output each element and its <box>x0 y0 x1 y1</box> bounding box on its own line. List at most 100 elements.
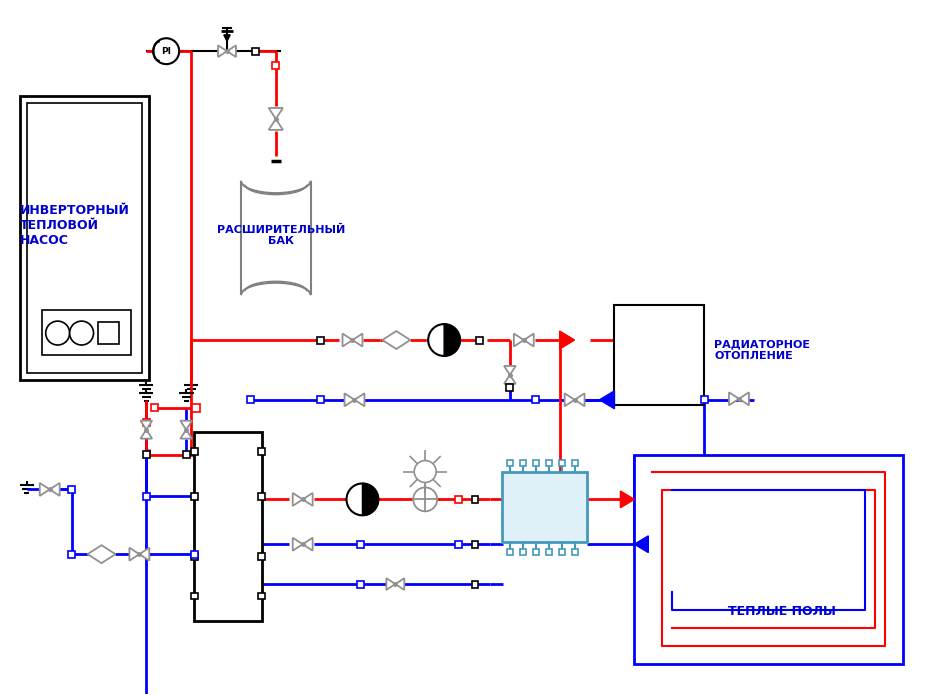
Polygon shape <box>141 420 152 430</box>
Bar <box>317 336 324 343</box>
Bar <box>700 396 708 403</box>
Polygon shape <box>218 45 227 57</box>
Bar <box>357 541 364 548</box>
Bar <box>142 419 150 426</box>
Bar <box>258 493 265 500</box>
Bar <box>273 62 279 69</box>
Polygon shape <box>523 334 534 347</box>
Polygon shape <box>345 393 354 407</box>
Text: ТЕПЛЫЕ ПОЛЫ: ТЕПЛЫЕ ПОЛЫ <box>729 605 836 618</box>
Polygon shape <box>387 578 395 590</box>
Polygon shape <box>504 366 516 375</box>
Bar <box>191 553 198 559</box>
Circle shape <box>153 38 180 64</box>
Polygon shape <box>514 334 523 347</box>
Text: PI: PI <box>162 47 171 56</box>
Bar <box>258 448 265 455</box>
Bar <box>20 96 149 380</box>
Polygon shape <box>293 493 303 506</box>
Text: РАДИАТОРНОЕ
ОТОПЛЕНИЕ: РАДИАТОРНОЕ ОТОПЛЕНИЕ <box>714 339 810 361</box>
Circle shape <box>69 321 93 345</box>
Bar <box>317 396 324 403</box>
Polygon shape <box>87 545 116 563</box>
Polygon shape <box>635 536 648 553</box>
Polygon shape <box>224 35 230 41</box>
Bar <box>506 384 513 391</box>
Bar <box>42 310 131 355</box>
Bar <box>507 549 513 555</box>
Bar <box>572 459 579 466</box>
Bar <box>192 404 200 411</box>
Polygon shape <box>303 538 313 550</box>
Polygon shape <box>269 119 283 130</box>
Polygon shape <box>564 393 575 407</box>
Bar <box>455 541 462 548</box>
Polygon shape <box>343 334 352 347</box>
Circle shape <box>46 321 69 345</box>
Polygon shape <box>575 393 584 407</box>
Bar <box>507 459 513 466</box>
Bar <box>546 459 552 466</box>
Circle shape <box>347 484 378 515</box>
Polygon shape <box>180 430 192 439</box>
Polygon shape <box>293 538 303 550</box>
Bar <box>533 549 540 555</box>
Polygon shape <box>227 45 236 57</box>
Bar <box>471 580 479 587</box>
Bar <box>503 473 587 542</box>
Bar <box>532 396 540 403</box>
Polygon shape <box>269 108 283 119</box>
Bar <box>635 455 903 664</box>
Bar <box>191 448 198 455</box>
Polygon shape <box>739 392 749 405</box>
Bar <box>253 48 259 55</box>
Bar <box>560 549 565 555</box>
Polygon shape <box>141 430 152 439</box>
Polygon shape <box>354 393 365 407</box>
Polygon shape <box>620 491 635 508</box>
Polygon shape <box>560 331 575 349</box>
Bar <box>572 549 579 555</box>
Bar <box>247 396 255 403</box>
Bar <box>258 593 265 600</box>
Bar <box>560 459 565 466</box>
Bar <box>98 322 120 344</box>
Polygon shape <box>49 483 60 496</box>
Bar <box>151 404 158 411</box>
Polygon shape <box>444 324 460 356</box>
Bar <box>68 550 75 557</box>
Bar <box>471 541 479 548</box>
Polygon shape <box>599 391 615 409</box>
Bar <box>521 549 526 555</box>
Bar <box>142 451 150 458</box>
Polygon shape <box>395 578 405 590</box>
Bar <box>546 549 552 555</box>
Polygon shape <box>140 548 149 561</box>
Bar <box>455 496 462 503</box>
Circle shape <box>428 324 460 356</box>
Polygon shape <box>352 334 363 347</box>
Bar <box>521 459 526 466</box>
Bar <box>191 550 198 557</box>
Bar <box>142 493 150 500</box>
Polygon shape <box>40 483 49 496</box>
Bar <box>191 593 198 600</box>
Text: ИНВЕРТОРНЫЙ
ТЕПЛОВОЙ
НАСОС: ИНВЕРТОРНЫЙ ТЕПЛОВОЙ НАСОС <box>20 204 129 247</box>
Polygon shape <box>180 420 192 430</box>
Text: РАСШИРИТЕЛЬНЫЙ
БАК: РАСШИРИТЕЛЬНЫЙ БАК <box>217 224 345 246</box>
Polygon shape <box>363 484 378 515</box>
Circle shape <box>414 461 436 482</box>
Bar <box>194 432 262 621</box>
Bar <box>471 496 479 503</box>
Polygon shape <box>382 331 410 349</box>
Circle shape <box>413 487 437 512</box>
Bar <box>27 103 142 373</box>
Bar <box>182 451 190 458</box>
Bar <box>68 486 75 493</box>
Polygon shape <box>129 548 140 561</box>
Bar <box>477 336 484 343</box>
Bar <box>533 459 540 466</box>
Polygon shape <box>303 493 313 506</box>
Bar <box>191 493 198 500</box>
Polygon shape <box>504 375 516 384</box>
